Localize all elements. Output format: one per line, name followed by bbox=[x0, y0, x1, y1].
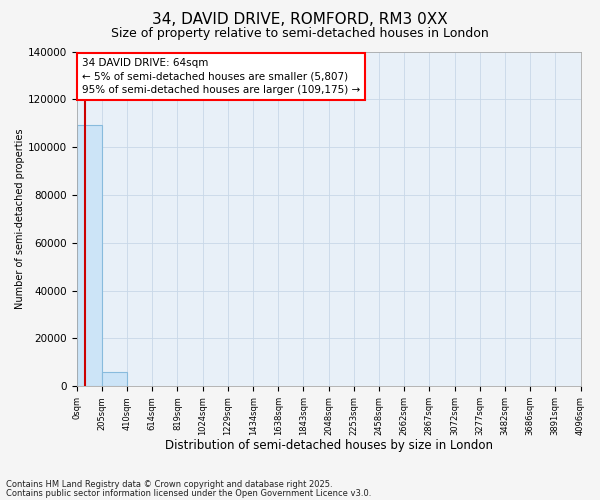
Bar bbox=[102, 372, 127, 386]
Text: 34 DAVID DRIVE: 64sqm
← 5% of semi-detached houses are smaller (5,807)
95% of se: 34 DAVID DRIVE: 64sqm ← 5% of semi-detac… bbox=[82, 58, 360, 94]
Y-axis label: Number of semi-detached properties: Number of semi-detached properties bbox=[15, 128, 25, 309]
Text: Size of property relative to semi-detached houses in London: Size of property relative to semi-detach… bbox=[111, 28, 489, 40]
Text: Contains HM Land Registry data © Crown copyright and database right 2025.: Contains HM Land Registry data © Crown c… bbox=[6, 480, 332, 489]
Text: Contains public sector information licensed under the Open Government Licence v3: Contains public sector information licen… bbox=[6, 488, 371, 498]
Bar bbox=[77, 125, 102, 386]
X-axis label: Distribution of semi-detached houses by size in London: Distribution of semi-detached houses by … bbox=[164, 440, 493, 452]
Text: 34, DAVID DRIVE, ROMFORD, RM3 0XX: 34, DAVID DRIVE, ROMFORD, RM3 0XX bbox=[152, 12, 448, 28]
